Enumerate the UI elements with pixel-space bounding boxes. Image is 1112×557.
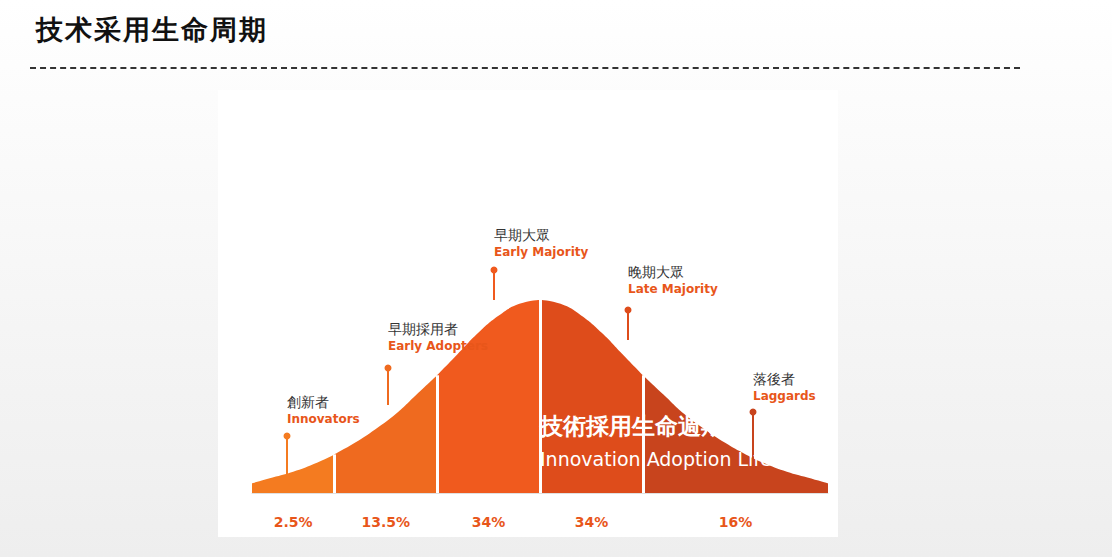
svg-text:Innovation Adoption Lifecycle: Innovation Adoption Lifecycle: [540, 448, 821, 470]
svg-text:Laggards: Laggards: [753, 389, 816, 403]
svg-text:Early Adopters: Early Adopters: [388, 339, 488, 353]
svg-text:晚期大眾: 晚期大眾: [628, 264, 684, 280]
svg-text:Innovators: Innovators: [287, 412, 360, 426]
svg-text:34%: 34%: [472, 514, 506, 530]
svg-text:Late Majority: Late Majority: [628, 282, 718, 296]
svg-text:落後者: 落後者: [753, 371, 795, 387]
svg-text:創新者: 創新者: [287, 394, 329, 410]
svg-text:2.5%: 2.5%: [274, 514, 313, 530]
svg-text:13.5%: 13.5%: [361, 514, 410, 530]
svg-text:34%: 34%: [575, 514, 609, 530]
svg-text:技術採用生命週期: 技術採用生命週期: [539, 413, 724, 439]
svg-text:Early Majority: Early Majority: [494, 245, 588, 259]
svg-text:早期大眾: 早期大眾: [494, 227, 550, 243]
svg-text:早期採用者: 早期採用者: [388, 321, 458, 337]
svg-text:16%: 16%: [719, 514, 753, 530]
html-text:技术采用生命周期: 技术采用生命周期: [36, 14, 268, 45]
